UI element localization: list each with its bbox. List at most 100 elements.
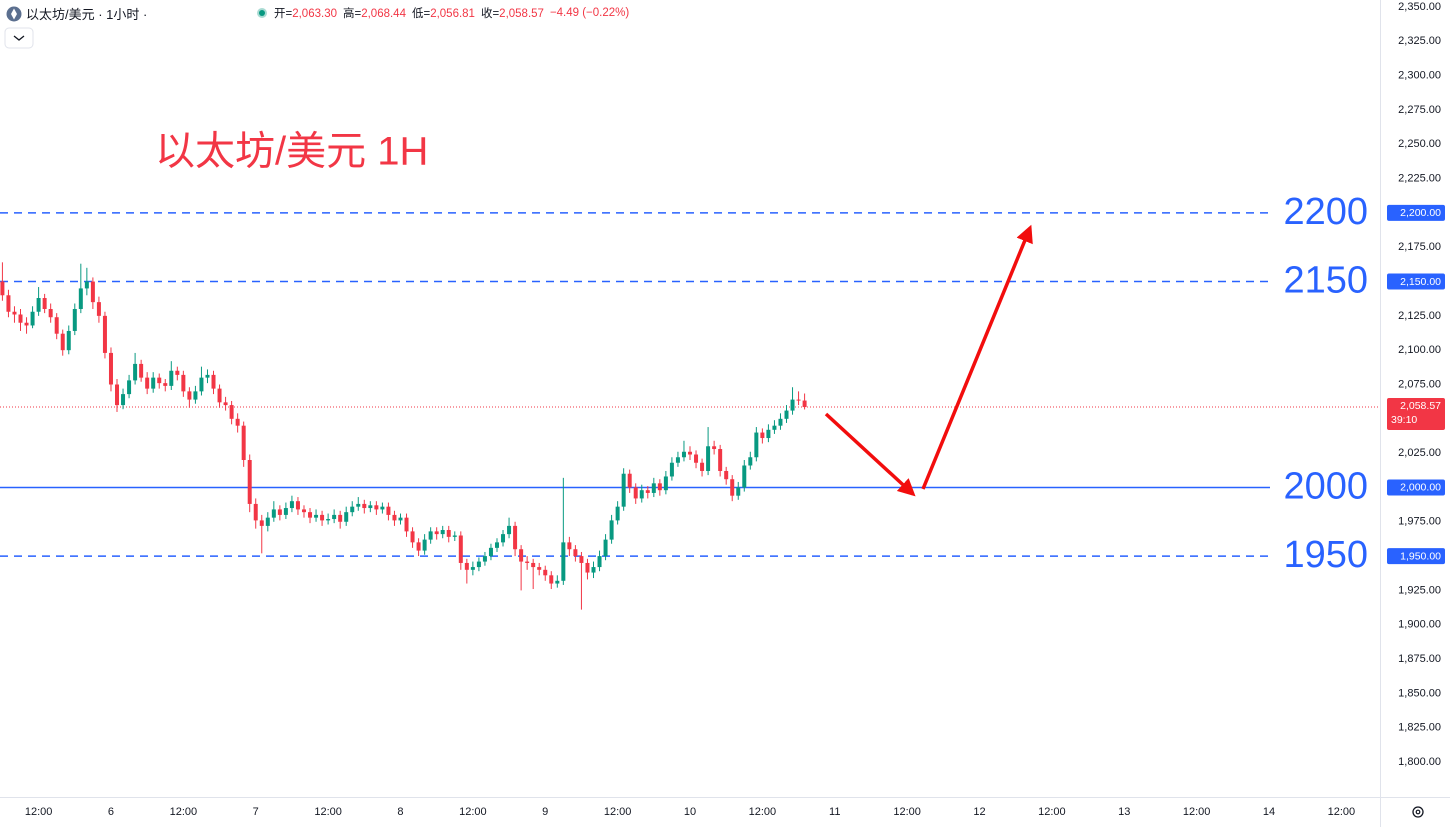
candle-body <box>350 506 355 513</box>
y-tick-label: 1,825.00 <box>1398 722 1441 734</box>
x-tick-label: 12:00 <box>749 806 777 818</box>
candle-body <box>18 314 23 323</box>
candle-body <box>543 569 548 576</box>
candle-body <box>6 295 11 312</box>
x-tick-label: 8 <box>397 806 403 818</box>
y-tick-label: 2,125.00 <box>1398 310 1441 322</box>
collapse-button[interactable] <box>4 27 34 49</box>
candle-body <box>163 383 168 386</box>
settings-icon[interactable] <box>1412 806 1424 818</box>
y-tick-label: 2,025.00 <box>1398 447 1441 459</box>
candle-body <box>651 483 656 493</box>
x-tick-label: 12:00 <box>1183 806 1211 818</box>
candle-body <box>669 462 674 477</box>
x-tick-label: 10 <box>684 806 696 818</box>
candle-body <box>681 451 686 458</box>
candle-body <box>193 391 198 400</box>
level-tag <box>1387 479 1445 496</box>
candle-body <box>476 561 481 568</box>
candle-body <box>326 519 331 521</box>
level-label: 2000 <box>1283 465 1368 507</box>
candle-body <box>627 473 632 488</box>
y-tick-label: 2,225.00 <box>1398 172 1441 184</box>
candle-body <box>639 490 644 499</box>
y-tick-label: 1,800.00 <box>1398 756 1441 768</box>
candle-body <box>78 288 83 309</box>
level-tag <box>1387 548 1445 565</box>
candle-body <box>181 374 186 392</box>
candle-body <box>796 399 801 401</box>
x-tick-label: 13 <box>1118 806 1130 818</box>
candle-body <box>416 542 421 551</box>
candle-body <box>24 322 29 326</box>
candle-body <box>90 281 95 303</box>
level-label: 2150 <box>1283 260 1368 302</box>
candle-body <box>760 432 765 439</box>
candle-body <box>344 512 349 522</box>
candle-body <box>742 465 747 488</box>
candle-body <box>66 330 71 351</box>
x-tick-label: 12:00 <box>604 806 632 818</box>
x-tick-label: 12:00 <box>893 806 921 818</box>
candle-body <box>199 377 204 392</box>
candle-body <box>531 562 536 568</box>
candle-body <box>108 352 113 385</box>
legend-item: 低=2,056.81 <box>412 5 475 21</box>
candle-body <box>223 402 228 406</box>
candle-body <box>706 446 711 471</box>
candle-body <box>730 479 735 496</box>
x-tick-label: 12:00 <box>459 806 487 818</box>
candle-body <box>633 487 638 499</box>
candle-body <box>464 562 469 570</box>
candle-body <box>585 562 590 573</box>
candle-body <box>84 281 89 289</box>
candle-body <box>259 520 264 526</box>
candle-body <box>525 561 530 563</box>
candle-body <box>127 380 132 395</box>
candle-body <box>688 451 692 455</box>
candle-body <box>133 363 138 381</box>
candle-body <box>446 530 451 537</box>
candle-body <box>271 509 276 518</box>
candle-body <box>513 525 518 550</box>
candle-body <box>790 399 795 411</box>
eth-icon <box>6 6 22 21</box>
candle-body <box>440 530 445 535</box>
candle-body <box>748 457 753 466</box>
level-label: 2200 <box>1283 191 1368 233</box>
candle-body <box>72 308 77 331</box>
last-price-tag <box>1387 398 1445 431</box>
candle-body <box>428 531 433 540</box>
candle-body <box>217 388 222 403</box>
candle-body <box>410 531 415 543</box>
y-tick-label: 2,250.00 <box>1398 138 1441 150</box>
y-tick-label: 2,300.00 <box>1398 70 1441 82</box>
candle-body <box>736 487 741 496</box>
candle-body <box>151 377 156 389</box>
candle-body <box>422 539 427 551</box>
candle-body <box>0 281 5 296</box>
candle-body <box>301 509 306 513</box>
x-tick-label: 12:00 <box>1038 806 1066 818</box>
candle-body <box>139 363 144 378</box>
candle-body <box>537 567 542 570</box>
candle-body <box>36 298 41 312</box>
candle-body <box>12 311 17 315</box>
legend-value: 2,058.57 <box>499 8 544 20</box>
candle-body <box>452 535 457 537</box>
candle-body <box>386 506 391 515</box>
x-tick-label: 12:00 <box>314 806 342 818</box>
x-tick-label: 11 <box>829 806 840 818</box>
candle-body <box>265 517 270 526</box>
candle-body <box>404 517 409 532</box>
candle-body <box>247 459 252 504</box>
candle-body <box>338 514 343 522</box>
candle-body <box>549 575 554 584</box>
y-tick-label: 1,900.00 <box>1398 619 1441 631</box>
candle-body <box>615 506 620 521</box>
candle-body <box>54 317 59 334</box>
y-tick-label: 1,850.00 <box>1398 687 1441 699</box>
candle-body <box>277 509 282 515</box>
candle-body <box>561 542 566 581</box>
